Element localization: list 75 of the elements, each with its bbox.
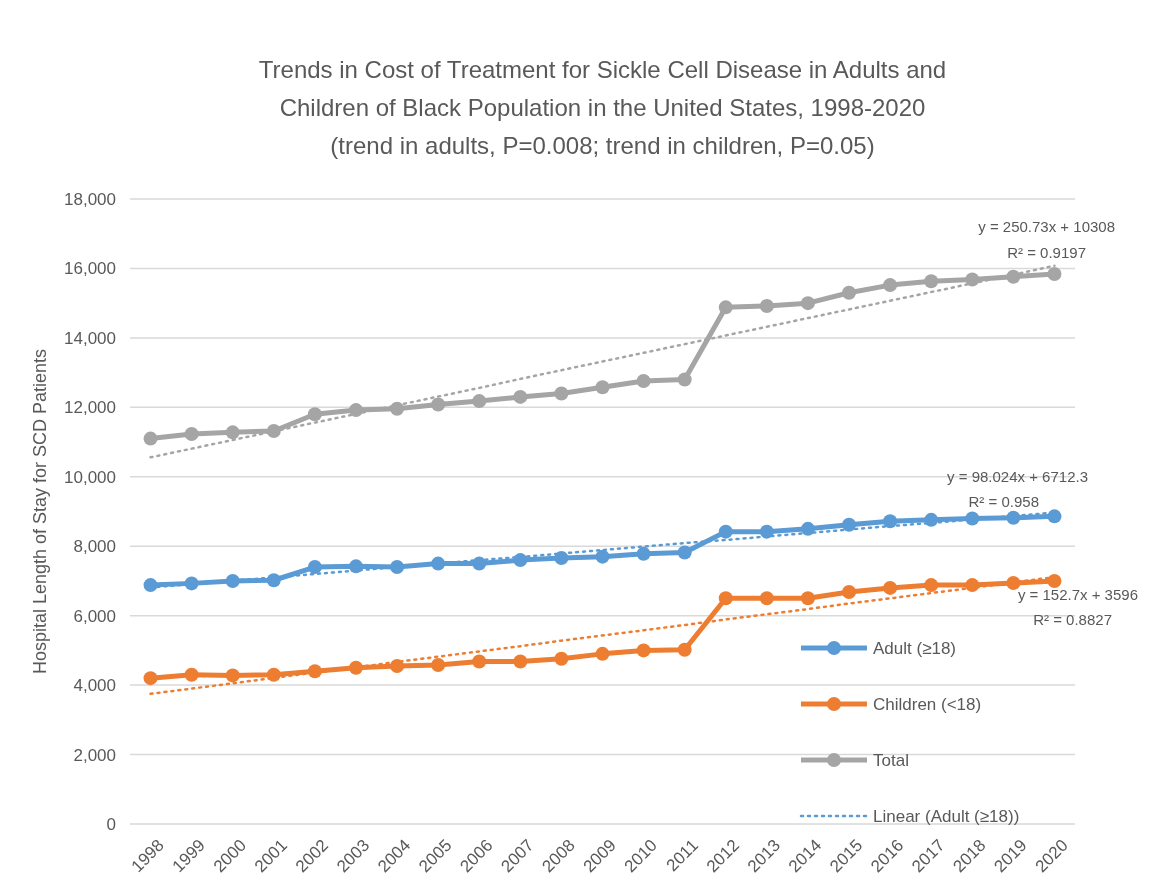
y-tick-label: 12,000: [64, 398, 116, 418]
point: [759, 591, 774, 606]
point: [800, 521, 815, 536]
point: [513, 389, 528, 404]
y-axis-title: Hospital Length of Stay for SCD Patients: [30, 348, 50, 675]
point: [800, 296, 815, 311]
point: [677, 642, 692, 657]
legend-label: Children (<18): [873, 694, 982, 714]
y-tick-label: 8,000: [73, 537, 116, 557]
legend-label: Adult (≥18): [873, 638, 957, 658]
point: [718, 300, 733, 315]
annotation: y = 152.7x + 3596: [1017, 586, 1138, 603]
point: [554, 551, 569, 566]
point: [184, 427, 199, 442]
point: [842, 585, 857, 600]
point: [883, 278, 898, 293]
point: [184, 667, 199, 682]
y-tick-label: 18,000: [64, 189, 116, 209]
annotation: R² = 0.958: [968, 493, 1039, 510]
y-tick-label: 2,000: [73, 745, 116, 765]
chart-title: Trends in Cost of Treatment for Sickle Cell Disease in Adults and Children of Black Population in the United States, 1998-2020 (trend in adults, P=0.008; trend in children, P=0.05): [258, 56, 947, 159]
annotation: y = 250.73x + 10308: [978, 218, 1115, 235]
legend-label: Total: [873, 750, 909, 770]
point: [143, 431, 158, 446]
point: [225, 668, 240, 683]
point: [513, 654, 528, 669]
y-tick-label: 10,000: [64, 467, 116, 487]
point: [883, 514, 898, 529]
point: [307, 407, 322, 422]
point: [636, 643, 651, 658]
point: [554, 651, 569, 666]
annotation: R² = 0.8827: [1033, 611, 1112, 628]
point: [348, 403, 363, 418]
y-tick-label: 6,000: [73, 606, 116, 626]
point: [472, 394, 487, 409]
point: [924, 578, 939, 593]
point: [759, 298, 774, 313]
point: [431, 657, 446, 672]
point: [965, 272, 980, 287]
point: [636, 546, 651, 561]
point: [472, 654, 487, 669]
point: [143, 671, 158, 686]
point: [1047, 573, 1062, 588]
point: [595, 549, 610, 564]
point: [924, 274, 939, 289]
point: [677, 545, 692, 560]
point: [924, 512, 939, 527]
point: [472, 556, 487, 571]
point: [883, 580, 898, 595]
point: [513, 553, 528, 568]
y-tick-label: 14,000: [64, 328, 116, 348]
legend-label: Linear (Adult (≥18)): [873, 806, 1020, 826]
point: [718, 524, 733, 539]
annotation: y = 98.024x + 6712.3: [947, 468, 1088, 485]
point: [595, 380, 610, 395]
point: [677, 372, 692, 387]
annotation: R² = 0.9197: [1007, 244, 1086, 261]
point: [348, 559, 363, 574]
point: [143, 578, 158, 593]
y-tick-label: 0: [106, 814, 116, 834]
point: [390, 401, 405, 416]
point: [225, 425, 240, 440]
point: [595, 646, 610, 661]
point: [1047, 267, 1062, 281]
point: [636, 373, 651, 388]
point: [800, 591, 815, 606]
point: [307, 560, 322, 575]
point: [1047, 509, 1062, 524]
y-tick-label: 4,000: [73, 676, 116, 696]
point: [842, 517, 857, 532]
point: [554, 386, 569, 401]
y-tick-label: 16,000: [64, 259, 116, 279]
point: [842, 285, 857, 300]
point: [718, 591, 733, 606]
point: [431, 397, 446, 412]
